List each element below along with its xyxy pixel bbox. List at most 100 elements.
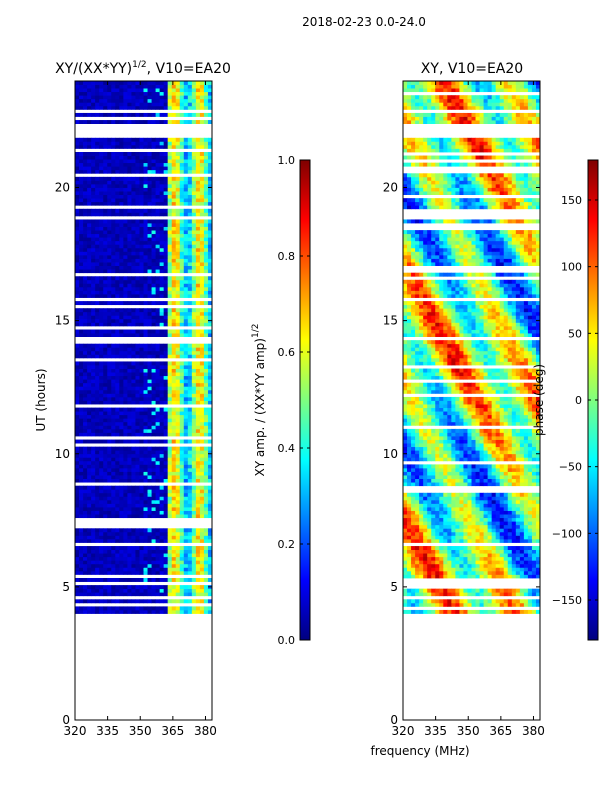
heatmap-cell bbox=[103, 152, 108, 156]
heatmap-cell bbox=[91, 223, 96, 227]
heatmap-cell bbox=[159, 95, 165, 100]
heatmap-cell bbox=[99, 159, 104, 164]
heatmap-cell bbox=[99, 283, 104, 288]
heatmap-cell bbox=[495, 538, 501, 543]
heatmap-cell bbox=[183, 400, 189, 405]
heatmap-cell bbox=[99, 538, 104, 543]
heatmap-cell bbox=[191, 372, 197, 377]
heatmap-cell bbox=[171, 400, 177, 405]
heatmap-cell bbox=[139, 322, 144, 327]
heatmap-cell bbox=[475, 570, 480, 575]
heatmap-cell bbox=[95, 322, 100, 327]
heatmap-cell bbox=[203, 262, 209, 266]
heatmap-cell bbox=[163, 485, 169, 490]
heatmap-cell bbox=[171, 233, 177, 238]
heatmap-cell bbox=[91, 141, 96, 146]
heatmap-cell bbox=[155, 240, 161, 245]
heatmap-cell bbox=[175, 535, 181, 540]
heatmap-cell bbox=[183, 592, 189, 597]
heatmap-cell bbox=[195, 389, 201, 394]
heatmap-cell bbox=[515, 574, 521, 579]
heatmap-cell bbox=[183, 262, 189, 266]
heatmap-cell bbox=[79, 414, 84, 419]
heatmap-cell bbox=[155, 599, 161, 604]
heatmap-cell bbox=[207, 365, 213, 369]
heatmap-cell bbox=[75, 88, 80, 93]
heatmap-cell bbox=[127, 169, 132, 174]
heatmap-cell bbox=[187, 439, 193, 444]
heatmap-cell bbox=[131, 432, 136, 437]
heatmap-cell bbox=[403, 549, 408, 554]
heatmap-cell bbox=[107, 546, 112, 550]
heatmap-cell bbox=[163, 553, 169, 558]
heatmap-cell bbox=[107, 180, 112, 185]
heatmap-cell bbox=[159, 219, 165, 224]
heatmap-cell bbox=[183, 244, 189, 249]
heatmap-cell bbox=[459, 546, 464, 550]
heatmap-cell bbox=[107, 152, 112, 156]
heatmap-cell bbox=[163, 382, 169, 387]
heatmap-cell bbox=[147, 169, 152, 174]
heatmap-cell bbox=[183, 375, 189, 380]
heatmap-cell bbox=[123, 407, 128, 412]
heatmap-cell bbox=[511, 563, 517, 568]
heatmap-cell bbox=[175, 567, 181, 572]
heatmap-cell bbox=[135, 439, 140, 444]
heatmap-cell bbox=[87, 191, 92, 195]
heatmap-cell bbox=[119, 112, 124, 117]
heatmap-cell bbox=[143, 141, 148, 146]
heatmap-cell bbox=[131, 535, 136, 540]
heatmap-cell bbox=[419, 567, 424, 572]
heatmap-cell bbox=[127, 460, 132, 465]
heatmap-cell bbox=[87, 510, 92, 515]
heatmap-cell bbox=[91, 432, 96, 437]
heatmap-cell bbox=[515, 563, 521, 568]
heatmap-cell bbox=[151, 375, 156, 380]
heatmap-cell bbox=[191, 425, 197, 430]
heatmap-cell bbox=[87, 514, 92, 519]
heatmap-cell bbox=[127, 411, 132, 416]
heatmap-cell bbox=[127, 365, 132, 369]
heatmap-cell bbox=[163, 187, 169, 192]
heatmap-cell bbox=[491, 556, 497, 561]
heatmap-cell bbox=[135, 169, 140, 174]
heatmap-cell bbox=[195, 208, 201, 213]
heatmap-cell bbox=[107, 315, 112, 320]
heatmap-cell bbox=[175, 464, 181, 469]
heatmap-cell bbox=[135, 599, 140, 604]
heatmap-cell bbox=[103, 464, 108, 469]
heatmap-cell bbox=[179, 120, 185, 124]
heatmap-cell bbox=[403, 570, 408, 575]
heatmap-cell bbox=[123, 446, 128, 451]
heatmap-cell bbox=[159, 290, 165, 295]
heatmap-cell bbox=[199, 379, 205, 384]
heatmap-cell bbox=[179, 219, 185, 224]
heatmap-cell bbox=[91, 350, 96, 355]
heatmap-cell bbox=[143, 464, 148, 469]
heatmap-cell bbox=[407, 574, 412, 579]
heatmap-cell bbox=[83, 528, 88, 533]
heatmap-cell bbox=[159, 531, 165, 536]
heatmap-cell bbox=[167, 294, 173, 298]
heatmap-cell bbox=[107, 382, 112, 387]
heatmap-cell bbox=[183, 141, 189, 146]
heatmap-cell bbox=[183, 208, 189, 213]
heatmap-cell bbox=[91, 450, 96, 455]
heatmap-cell bbox=[163, 567, 169, 572]
heatmap-cell bbox=[115, 311, 120, 316]
heatmap-cell bbox=[427, 556, 432, 561]
heatmap-cell bbox=[83, 592, 88, 597]
heatmap-cell bbox=[203, 152, 209, 156]
heatmap-cell bbox=[447, 514, 452, 519]
heatmap-cell bbox=[103, 120, 108, 124]
heatmap-cell bbox=[159, 318, 165, 323]
heatmap-cell bbox=[139, 585, 144, 590]
heatmap-cell bbox=[143, 425, 148, 430]
heatmap-cell bbox=[115, 102, 120, 107]
heatmap-cell bbox=[111, 212, 116, 217]
heatmap-cell bbox=[91, 201, 96, 206]
heatmap-cell bbox=[163, 418, 169, 423]
heatmap-cell bbox=[83, 606, 88, 611]
heatmap-cell bbox=[167, 446, 173, 451]
heatmap-cell bbox=[187, 223, 193, 227]
